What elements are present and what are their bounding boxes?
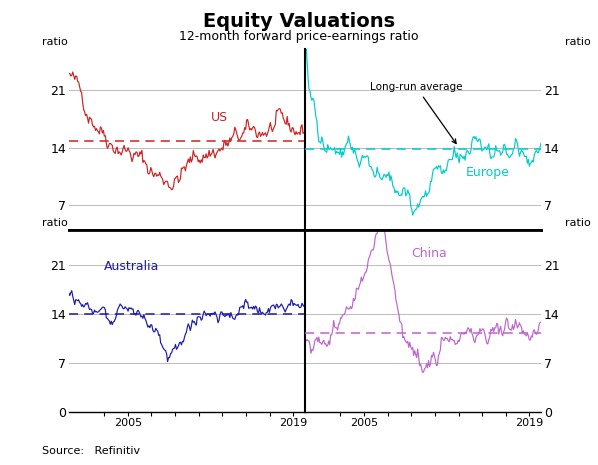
Text: Australia: Australia	[104, 260, 160, 273]
Text: ratio: ratio	[42, 37, 68, 47]
Text: US: US	[210, 111, 228, 124]
Text: ratio: ratio	[42, 219, 68, 228]
Text: Europe: Europe	[466, 166, 509, 179]
Text: Long-run average: Long-run average	[370, 82, 462, 144]
Text: China: China	[411, 247, 447, 260]
Text: Source:   Refinitiv: Source: Refinitiv	[42, 445, 140, 456]
Text: ratio: ratio	[565, 37, 591, 47]
Text: 12-month forward price-earnings ratio: 12-month forward price-earnings ratio	[179, 30, 419, 43]
Text: Equity Valuations: Equity Valuations	[203, 12, 395, 31]
Text: ratio: ratio	[565, 219, 591, 228]
